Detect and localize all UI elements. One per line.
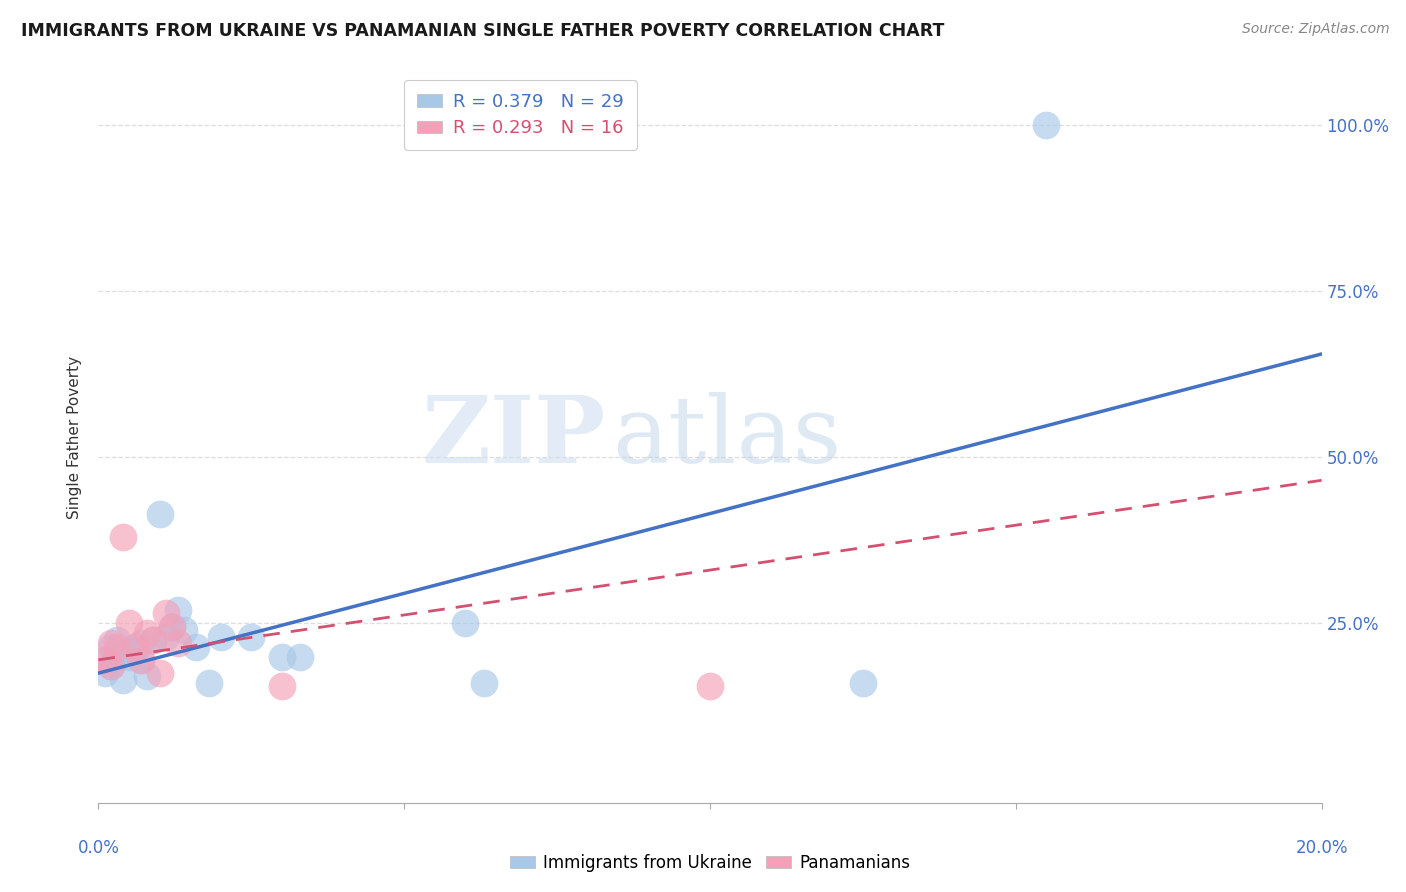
Point — [111, 673, 134, 687]
Point — [105, 640, 128, 654]
Point — [160, 619, 183, 633]
Point — [100, 659, 122, 673]
Point — [167, 603, 190, 617]
Point — [454, 616, 477, 631]
Point — [270, 649, 292, 664]
Point — [100, 659, 122, 673]
Point — [105, 632, 128, 647]
Text: 0.0%: 0.0% — [77, 839, 120, 857]
Point — [155, 630, 177, 644]
Point — [472, 676, 495, 690]
Point — [240, 630, 263, 644]
Point — [149, 507, 172, 521]
Point — [136, 669, 159, 683]
Point — [1035, 118, 1057, 132]
Point — [111, 530, 134, 544]
Point — [118, 649, 141, 664]
Point — [93, 666, 115, 681]
Point — [149, 666, 172, 681]
Point — [129, 636, 152, 650]
Point — [186, 640, 208, 654]
Point — [160, 619, 183, 633]
Point — [209, 630, 232, 644]
Point — [118, 616, 141, 631]
Point — [93, 653, 115, 667]
Point — [290, 649, 312, 664]
Point — [270, 680, 292, 694]
Point — [136, 626, 159, 640]
Text: 20.0%: 20.0% — [1295, 839, 1348, 857]
Text: atlas: atlas — [612, 392, 841, 482]
Text: IMMIGRANTS FROM UKRAINE VS PANAMANIAN SINGLE FATHER POVERTY CORRELATION CHART: IMMIGRANTS FROM UKRAINE VS PANAMANIAN SI… — [21, 22, 945, 40]
Point — [105, 649, 128, 664]
Point — [167, 636, 190, 650]
Text: ZIP: ZIP — [422, 392, 606, 482]
Point — [129, 653, 152, 667]
Point — [93, 653, 115, 667]
Point — [699, 680, 721, 694]
Point — [173, 623, 195, 637]
Point — [118, 643, 141, 657]
Point — [124, 643, 146, 657]
Point — [100, 636, 122, 650]
Point — [129, 653, 152, 667]
Point — [142, 632, 165, 647]
Point — [100, 640, 122, 654]
Point — [197, 676, 219, 690]
Point — [852, 676, 875, 690]
Legend: Immigrants from Ukraine, Panamanians: Immigrants from Ukraine, Panamanians — [503, 847, 917, 879]
Point — [124, 640, 146, 654]
Point — [155, 607, 177, 621]
Text: Source: ZipAtlas.com: Source: ZipAtlas.com — [1241, 22, 1389, 37]
Y-axis label: Single Father Poverty: Single Father Poverty — [67, 356, 83, 518]
Point — [142, 632, 165, 647]
